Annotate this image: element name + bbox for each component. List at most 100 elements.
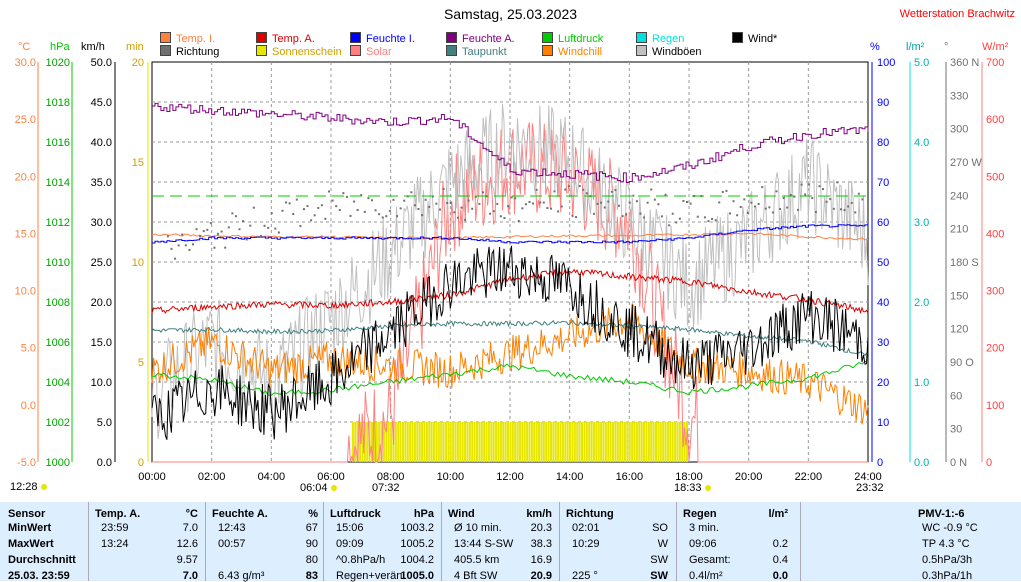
direction-point	[353, 200, 356, 203]
tick-label: 1020	[46, 57, 70, 69]
direction-point	[575, 216, 578, 219]
legend-swatch	[542, 45, 553, 56]
sunshine-bar	[592, 422, 595, 462]
direction-point	[249, 224, 252, 227]
direction-point	[646, 201, 649, 204]
direction-point	[295, 198, 298, 201]
sunshine-bar	[521, 422, 524, 462]
legend-swatch	[256, 32, 267, 43]
table-value: 1005.0	[400, 570, 434, 582]
sunshine-bar	[590, 422, 593, 462]
sunshine-bar	[638, 422, 641, 462]
sunshine-bar	[573, 422, 576, 462]
tick-label: 35.0	[91, 177, 112, 189]
direction-point	[564, 188, 567, 191]
row-label: MaxWert	[8, 538, 54, 550]
direction-point	[195, 228, 198, 231]
sunshine-bar	[530, 422, 533, 462]
tick-label: 1.0	[914, 377, 929, 389]
sunshine-bar	[390, 422, 393, 462]
sunshine-bar	[366, 422, 369, 462]
series-line	[152, 224, 869, 244]
sunshine-bar	[633, 422, 636, 462]
direction-point	[170, 247, 173, 250]
direction-point	[571, 214, 574, 217]
direction-point	[263, 224, 266, 227]
direction-point	[585, 192, 588, 195]
legend-label: Feuchte I.	[366, 33, 415, 45]
tick-label: 1006	[46, 337, 70, 349]
legend-label: Regen	[652, 33, 685, 45]
sunshine-bar	[554, 422, 557, 462]
tick-label: 120	[950, 324, 968, 336]
sunshine-bar	[561, 422, 564, 462]
sunshine-bar	[464, 422, 467, 462]
sunshine-bar	[528, 422, 531, 462]
direction-point	[385, 215, 388, 218]
direction-point	[857, 192, 860, 195]
sunshine-bar	[654, 422, 657, 462]
sunshine-bar	[681, 422, 684, 462]
direction-point	[786, 206, 789, 209]
direction-point	[234, 215, 237, 218]
direction-point	[843, 209, 846, 212]
sunshine-bar	[612, 422, 615, 462]
direction-point	[732, 200, 735, 203]
direction-point	[521, 207, 524, 210]
direction-point	[832, 207, 835, 210]
table-cell: 225 °	[572, 570, 598, 582]
direction-point	[320, 204, 323, 207]
tick-label: 180 S	[950, 257, 979, 269]
direction-point	[632, 194, 635, 197]
table-value: 38.3	[530, 538, 552, 550]
sunshine-bar	[473, 422, 476, 462]
direction-point	[174, 257, 177, 260]
direction-point	[199, 235, 202, 238]
sunshine-bar	[375, 422, 378, 462]
sunshine-bar	[397, 422, 400, 462]
direction-point	[532, 202, 535, 205]
direction-point	[557, 210, 560, 213]
tick-label: 700	[986, 57, 1004, 69]
column-divider	[205, 502, 206, 581]
direction-point	[489, 212, 492, 215]
table-header: Temp. A.	[95, 508, 141, 520]
tick-label: 100	[986, 400, 1004, 412]
tick-label: 1014	[46, 177, 70, 189]
legend-label: Wind*	[748, 33, 778, 45]
table-value: 0.4	[772, 554, 788, 566]
tick-label: 20.0	[15, 171, 36, 183]
table-cell: 3 min.	[689, 522, 719, 534]
direction-point	[507, 205, 510, 208]
direction-point	[460, 206, 463, 209]
legend-swatch	[350, 32, 361, 43]
direction-point	[660, 215, 663, 218]
sunshine-bar	[373, 422, 376, 462]
tick-label: 10.0	[15, 286, 36, 298]
tick-label: 20.0	[91, 297, 112, 309]
legend-label: Temp. I.	[176, 33, 216, 45]
direction-point	[438, 208, 441, 211]
sunshine-bar	[456, 422, 459, 462]
direction-point	[331, 199, 334, 202]
table-header: Wind	[448, 508, 475, 520]
sunshine-bar	[440, 422, 443, 462]
direction-point	[388, 209, 391, 212]
sunshine-bar	[600, 422, 603, 462]
sunshine-bar	[425, 422, 428, 462]
tick-label: 4.0	[914, 137, 929, 149]
row-label: Durchschnitt	[8, 554, 76, 566]
sunshine-bar	[361, 422, 364, 462]
table-cell: 09:09	[336, 538, 364, 550]
sunshine-bar	[507, 422, 510, 462]
sunshine-bar	[657, 422, 660, 462]
tick-label: 200	[986, 343, 1004, 355]
direction-point	[514, 197, 517, 200]
direction-point	[793, 195, 796, 198]
direction-point	[302, 208, 305, 211]
direction-point	[625, 213, 628, 216]
direction-point	[345, 195, 348, 198]
tick-label: 100	[877, 57, 895, 69]
direction-point	[442, 187, 445, 190]
chart-title: Samstag, 25.03.2023	[443, 6, 578, 22]
